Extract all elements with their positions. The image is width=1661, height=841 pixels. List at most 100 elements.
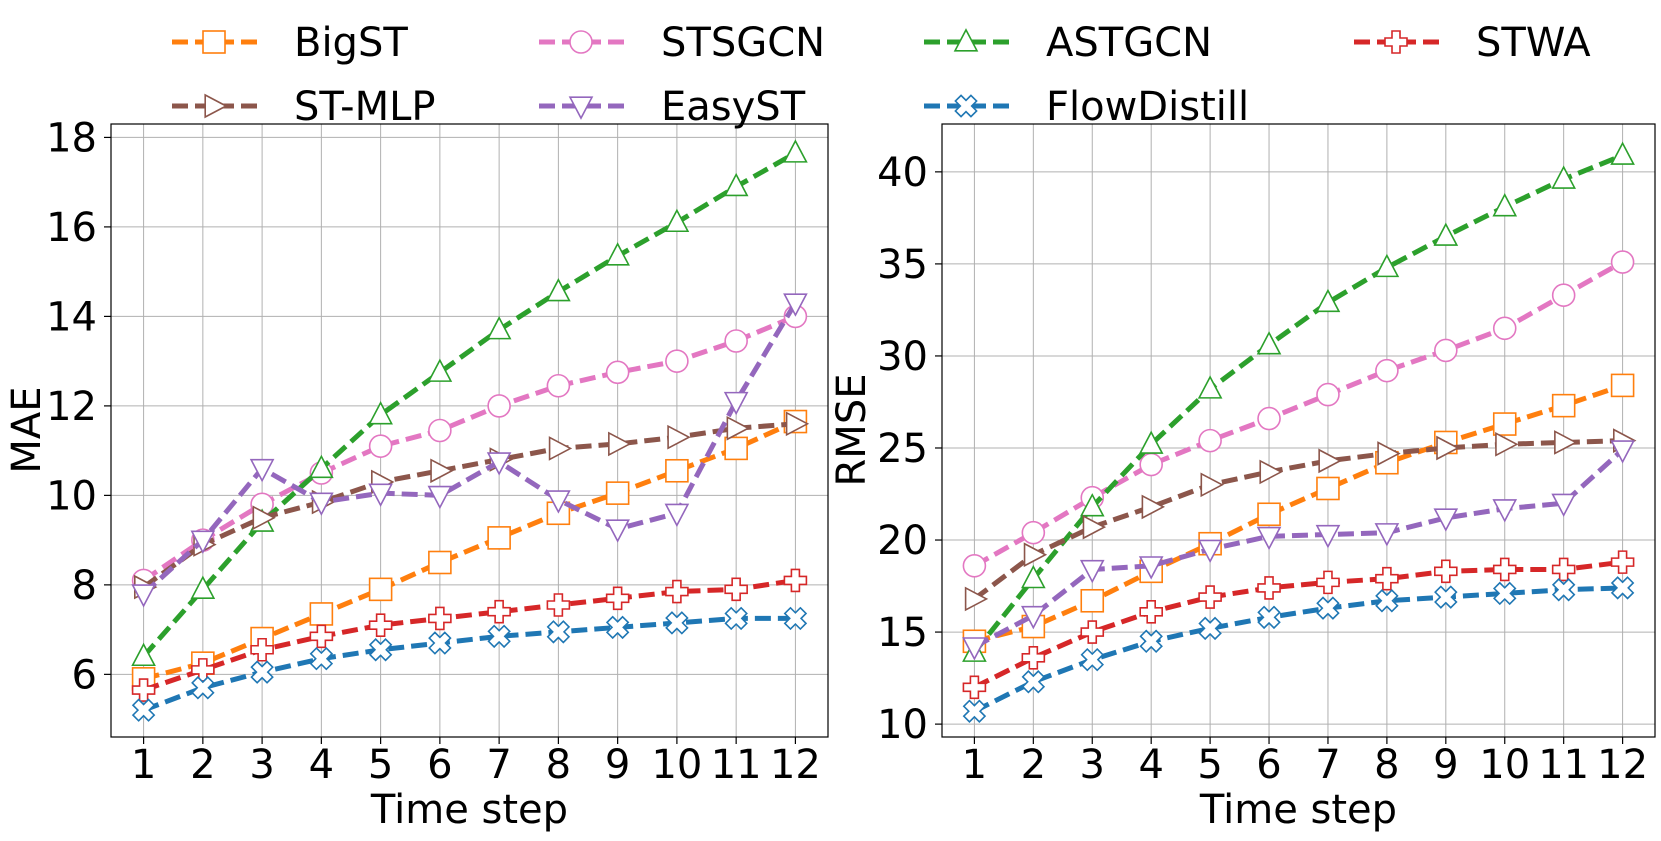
data-point-astgcn [368, 401, 393, 425]
data-point-easyst [1433, 508, 1459, 532]
legend-label: FlowDistill [1046, 84, 1249, 130]
data-point-stsgcn [665, 349, 689, 373]
x-tick-label: 12 [770, 742, 821, 788]
data-point-flowdistill [250, 660, 274, 684]
data-point-easyst [1374, 523, 1400, 547]
y-tick-label: 8 [72, 563, 97, 609]
data-point-stwa [1492, 557, 1517, 582]
data-point-st-mlp [667, 424, 691, 450]
data-point-flowdistill [1139, 629, 1163, 654]
data-point-stwa [428, 606, 452, 631]
data-point-stsgcn [487, 394, 511, 418]
data-point-stsgcn [1021, 520, 1046, 545]
data-point-bigst [665, 458, 689, 483]
data-point-flowdistill [724, 606, 748, 631]
data-point-stwa [487, 599, 511, 624]
data-point-astgcn [1079, 493, 1105, 517]
x-tick-label: 6 [427, 742, 452, 788]
data-point-astgcn [605, 242, 630, 266]
data-point-bigst [1316, 476, 1340, 501]
x-tick-label: 3 [249, 742, 274, 788]
plot-frame [941, 123, 1656, 738]
data-point-astgcn [1374, 253, 1400, 278]
legend-entry-stwa: STWA [1354, 20, 1591, 66]
data-point-bigst [1080, 588, 1105, 613]
legend-entry-stsgcn: STSGCN [539, 20, 825, 66]
data-point-astgcn [1551, 165, 1576, 189]
data-point-easyst [427, 485, 453, 510]
series-bigst [131, 409, 808, 691]
y-tick-label: 20 [877, 518, 928, 564]
series-st-mlp [964, 428, 1637, 612]
data-point-stwa [1257, 576, 1281, 600]
data-point-easyst [1610, 440, 1635, 464]
data-point-stwa [309, 624, 334, 649]
legend-label: ST-MLP [294, 84, 436, 130]
data-point-flowdistill [1316, 596, 1340, 620]
data-point-astgcn [546, 277, 571, 302]
series-line-easyst [141, 301, 798, 596]
data-point-flowdistill [546, 620, 571, 644]
data-point-bigst [1492, 412, 1517, 436]
data-point-flowdistill [1434, 585, 1458, 609]
data-point-st-mlp [252, 505, 276, 531]
data-point-st-mlp [1554, 430, 1578, 455]
data-point-stsgcn [962, 554, 987, 578]
data-point-easyst [962, 637, 987, 661]
x-tick-label: 1 [131, 742, 156, 788]
data-point-flowdistill [665, 611, 689, 635]
data-point-st-mlp [1200, 472, 1224, 498]
series-line-easyst [973, 447, 1625, 650]
y-tick-label: 25 [877, 426, 928, 472]
series-stwa [131, 568, 808, 702]
data-point-stsgcn [368, 434, 393, 458]
data-point-easyst [1315, 524, 1341, 549]
data-point-st-mlp [1023, 542, 1048, 568]
legend-swatch-marker [953, 28, 979, 52]
series-easyst [131, 293, 808, 608]
data-point-stsgcn [1375, 358, 1399, 383]
data-point-st-mlp [1495, 431, 1519, 457]
series-easyst [962, 440, 1635, 661]
data-point-astgcn [427, 358, 453, 382]
data-point-stsgcn [1257, 406, 1281, 431]
data-point-astgcn [190, 575, 216, 599]
legend-swatch-marker [954, 94, 978, 118]
y-tick-label: 40 [877, 150, 928, 196]
data-point-bigst [1610, 373, 1635, 398]
data-point-astgcn [783, 139, 808, 163]
x-axis-label: Time step [370, 787, 568, 833]
data-point-flowdistill [309, 646, 334, 671]
data-point-easyst [1021, 605, 1046, 630]
data-point-flowdistill [605, 615, 630, 640]
legend-label: STSGCN [661, 20, 825, 66]
data-point-st-mlp [1141, 494, 1166, 520]
data-point-stsgcn [605, 360, 630, 385]
data-point-flowdistill [783, 606, 808, 631]
data-point-flowdistill [191, 676, 215, 700]
x-tick-label: 5 [368, 742, 393, 788]
legend-swatch-marker [569, 30, 593, 54]
y-tick-label: 35 [877, 242, 928, 288]
data-point-flowdistill [1493, 581, 1517, 606]
data-point-bigst [605, 481, 630, 505]
y-tick-label: 6 [72, 652, 97, 698]
data-point-easyst [309, 492, 334, 516]
y-tick-label: 10 [46, 473, 97, 519]
data-point-stsgcn [1434, 338, 1458, 363]
series-line-astgcn [141, 150, 797, 659]
data-point-stsgcn [1198, 428, 1222, 453]
y-tick-label: 16 [46, 205, 97, 251]
data-point-easyst [1256, 526, 1282, 551]
y-tick-label: 14 [46, 294, 97, 340]
data-point-flowdistill [487, 624, 511, 649]
legend-swatch-marker [1384, 30, 1408, 54]
data-point-easyst [368, 483, 393, 507]
legend-entry-flowdistill: FlowDistill [924, 84, 1249, 130]
data-point-st-mlp [785, 411, 810, 437]
series-line-flowdistill [973, 585, 1623, 714]
data-point-stwa [368, 613, 393, 637]
legend-label: ASTGCN [1046, 20, 1212, 66]
data-point-stwa [250, 637, 274, 662]
